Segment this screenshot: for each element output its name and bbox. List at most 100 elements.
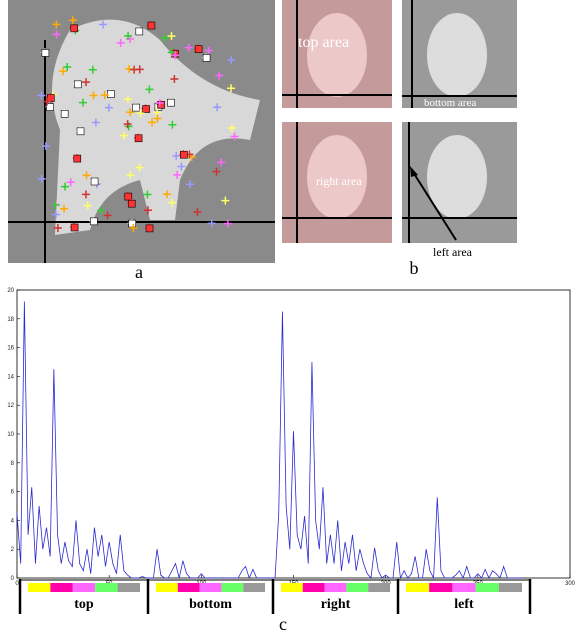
segment-label: bottom (189, 597, 232, 612)
feature-cross (43, 97, 52, 106)
feature-cross (167, 32, 176, 41)
color-strip (156, 583, 178, 592)
y-tick-label: 18 (7, 317, 14, 323)
color-strip (498, 583, 522, 592)
feature-box (167, 98, 175, 107)
thumb-dog (427, 13, 487, 97)
feature-cross (79, 98, 88, 107)
feature-box (202, 54, 211, 62)
feature-box (132, 103, 140, 112)
feature-cross (223, 219, 232, 228)
color-strip (50, 583, 73, 592)
color-strip (346, 583, 369, 592)
color-strip (95, 583, 118, 592)
feature-box (134, 134, 143, 143)
y-tick-label: 2 (11, 547, 15, 553)
feature-cross (81, 190, 90, 199)
color-strip (221, 583, 244, 592)
feature-cross (89, 91, 98, 100)
dog (52, 19, 260, 236)
feature-cross (82, 171, 91, 180)
feature-cross (91, 118, 100, 127)
feature-cross (41, 142, 50, 151)
panel-label: c (279, 614, 287, 634)
feature-box (147, 21, 156, 30)
x-tick-label: 300 (565, 581, 576, 587)
feature-cross (148, 118, 157, 127)
area-label: right area (316, 174, 362, 188)
feature-cross (186, 180, 195, 189)
feature-cross (171, 51, 180, 60)
feature-box (73, 80, 82, 89)
feature-cross (212, 167, 221, 176)
segment-label: left (454, 597, 474, 612)
feature-cross (100, 91, 109, 100)
arrow (412, 171, 457, 241)
color-strip (177, 583, 200, 592)
feature-cross (123, 95, 132, 104)
data-line (16, 301, 523, 580)
feature-cross (204, 46, 213, 55)
feature-box (70, 24, 79, 33)
color-strip (281, 583, 303, 592)
feature-cross (63, 63, 72, 72)
y-tick-label: 14 (7, 374, 14, 380)
feature-cross (126, 108, 135, 117)
feature-box (90, 217, 98, 226)
feature-cross (172, 151, 181, 160)
y-tick-label: 20 (7, 288, 14, 294)
feature-box (76, 127, 85, 136)
feature-cross (168, 198, 177, 207)
small-panels (282, 0, 517, 243)
feature-cross (124, 31, 133, 40)
feature-cross (230, 132, 239, 141)
color-strip (199, 583, 222, 592)
x-tick-label: 0 (15, 581, 19, 587)
feature-cross (217, 158, 226, 167)
feature-box (142, 105, 150, 113)
color-strip (429, 583, 453, 592)
area-label: top area (298, 34, 349, 51)
y-tick-label: 8 (11, 461, 15, 467)
color-strip (475, 583, 499, 592)
feature-box (47, 94, 55, 102)
feature-box (145, 224, 154, 233)
color-strip (28, 583, 51, 592)
feature-box (107, 90, 115, 98)
feature-box (46, 103, 54, 111)
feature-cross (88, 65, 97, 74)
y-tick-label: 0 (11, 576, 15, 582)
feature-cross (123, 120, 132, 129)
segment-label: top (74, 597, 94, 612)
feature-box (157, 101, 165, 109)
feature-cross (168, 120, 177, 129)
color-strip (72, 583, 96, 592)
panel-label: b (410, 258, 419, 278)
feature-cross (129, 224, 138, 233)
feature-box (128, 219, 136, 228)
color-strip (406, 583, 430, 592)
feature-cross (227, 55, 236, 64)
color-strip (324, 583, 347, 592)
feature-cross (82, 78, 91, 87)
area-label: left area (433, 245, 473, 259)
feature-cross (143, 206, 152, 215)
feature-box (124, 192, 133, 201)
feature-cross (37, 174, 46, 183)
thumb-dog (307, 13, 367, 97)
feature-cross (51, 201, 60, 210)
feature-box (60, 109, 69, 118)
feature-cross (135, 163, 144, 172)
feature-cross (126, 171, 135, 180)
feature-cross (119, 131, 128, 140)
feature-cross (177, 162, 186, 171)
feature-box (194, 45, 203, 53)
y-tick-label: 6 (11, 490, 15, 496)
feature-cross (184, 43, 193, 52)
feature-cross (170, 74, 179, 83)
feature-cross (116, 38, 125, 47)
arrowhead (410, 166, 418, 177)
color-strip (117, 583, 140, 592)
